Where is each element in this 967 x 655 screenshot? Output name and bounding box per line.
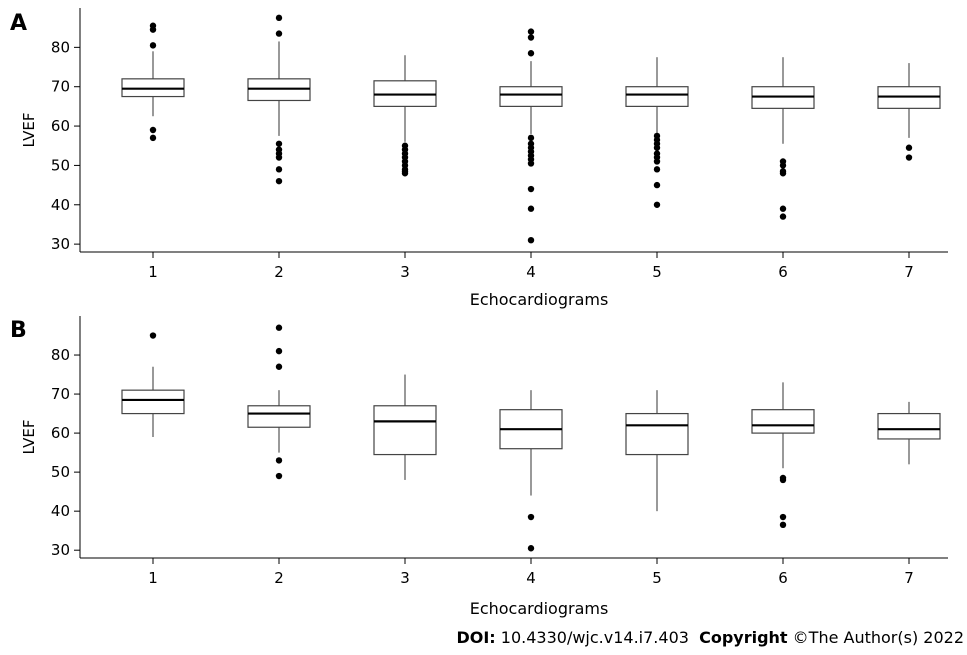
box-iqr — [247, 405, 311, 428]
y-tick-label: 30 — [51, 235, 70, 253]
outlier-point — [779, 168, 787, 175]
y-tick-label: 60 — [51, 424, 70, 442]
panel-label: A — [10, 11, 27, 36]
outlier-point — [905, 144, 913, 151]
doi-label: DOI: — [456, 628, 496, 647]
x-tick-label: 1 — [148, 569, 158, 587]
outlier-point — [527, 134, 535, 142]
outlier-point — [149, 126, 157, 134]
y-tick-label: 50 — [51, 156, 70, 174]
outlier-point — [275, 14, 283, 22]
y-tick-label: 70 — [51, 78, 70, 96]
panel-label: B — [10, 318, 27, 343]
outlier-point — [275, 457, 283, 464]
x-tick-label: 7 — [904, 263, 914, 281]
outlier-point — [275, 146, 283, 153]
x-tick-label: 2 — [274, 263, 284, 281]
outlier-point — [527, 236, 535, 244]
outlier-point — [527, 513, 535, 521]
outlier-point — [905, 154, 913, 161]
x-tick-label: 5 — [652, 263, 662, 281]
y-tick-label: 40 — [51, 196, 70, 214]
outlier-point — [779, 158, 787, 165]
doi-value: 10.4330/wjc.v14.i7.403 — [495, 628, 689, 647]
outlier-point — [527, 140, 535, 147]
outlier-point — [275, 166, 283, 173]
box-iqr — [877, 412, 941, 440]
box-iqr — [499, 86, 563, 107]
outlier-point — [527, 28, 535, 35]
outlier-point — [779, 474, 787, 482]
outlier-point — [653, 181, 661, 189]
box-iqr — [625, 412, 689, 456]
y-axis-title: LVEF — [20, 112, 38, 147]
x-axis-title: Echocardiograms — [470, 290, 609, 309]
y-tick-label: 80 — [51, 346, 70, 364]
outlier-point — [275, 30, 283, 37]
outlier-point — [779, 521, 787, 529]
outlier-point — [653, 201, 661, 208]
x-tick-label: 5 — [652, 569, 662, 587]
figure-footer: DOI: 10.4330/wjc.v14.i7.403 Copyright ©T… — [398, 628, 964, 647]
y-tick-label: 50 — [51, 463, 70, 481]
box-iqr — [751, 409, 815, 434]
outlier-point — [779, 213, 787, 220]
outlier-point — [275, 472, 283, 480]
outlier-point — [275, 347, 283, 355]
y-tick-label: 60 — [51, 117, 70, 135]
outlier-point — [653, 132, 661, 140]
outlier-point — [275, 324, 283, 331]
outlier-point — [653, 150, 661, 157]
outlier-point — [149, 22, 157, 29]
y-tick-label: 80 — [51, 38, 70, 56]
box-iqr — [625, 86, 689, 107]
outlier-point — [653, 166, 661, 173]
x-tick-label: 4 — [526, 569, 536, 587]
outlier-point — [527, 50, 535, 57]
y-axis-title: LVEF — [20, 419, 38, 454]
box-iqr — [373, 405, 437, 456]
copyright-label: Copyright — [699, 628, 788, 647]
x-tick-label: 1 — [148, 263, 158, 281]
outlier-point — [779, 205, 787, 212]
x-tick-label: 7 — [904, 569, 914, 587]
outlier-point — [527, 34, 535, 41]
outlier-point — [275, 363, 283, 370]
x-tick-label: 3 — [400, 569, 410, 587]
y-tick-label: 30 — [51, 541, 70, 559]
box-iqr — [121, 389, 185, 415]
y-tick-label: 70 — [51, 385, 70, 403]
x-tick-label: 6 — [778, 569, 788, 587]
outlier-point — [275, 140, 283, 147]
outlier-point — [527, 205, 535, 212]
outlier-point — [149, 42, 157, 49]
outlier-point — [527, 545, 535, 552]
outlier-point — [275, 177, 283, 185]
outlier-point — [401, 142, 409, 149]
x-axis-title: Echocardiograms — [470, 599, 609, 618]
x-tick-label: 3 — [400, 263, 410, 281]
x-tick-label: 4 — [526, 263, 536, 281]
copyright-value: ©The Author(s) 2022 — [787, 628, 964, 647]
outlier-point — [149, 332, 157, 339]
y-tick-label: 40 — [51, 502, 70, 520]
x-tick-label: 6 — [778, 263, 788, 281]
outlier-point — [527, 185, 535, 193]
outlier-point — [779, 513, 787, 521]
x-tick-label: 2 — [274, 569, 284, 587]
outlier-point — [149, 134, 157, 142]
